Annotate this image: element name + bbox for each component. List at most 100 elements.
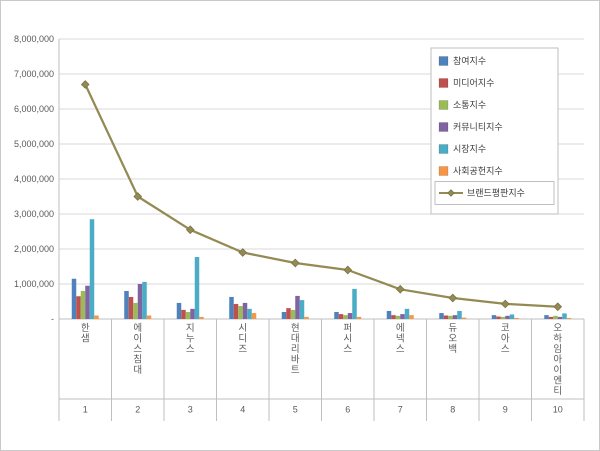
bar-소통지수-퍼시스 <box>343 315 348 319</box>
bar-사회공헌지수-에이스침대 <box>146 315 152 319</box>
category-label-char: 리 <box>291 344 300 355</box>
bar-사회공헌지수-오하임아이엔티 <box>566 317 572 319</box>
legend-diamond-marker-icon <box>447 189 455 197</box>
legend-box <box>430 47 559 215</box>
category-label-char: 이 <box>553 365 562 376</box>
category-rank-label: 5 <box>293 405 298 415</box>
bar-소통지수-한샘 <box>80 291 86 319</box>
bar-시장지수-지누스 <box>194 257 200 319</box>
category-label-char: 트 <box>291 365 300 376</box>
line-marker-지누스 <box>185 225 195 235</box>
category-rank-label: 4 <box>240 405 245 415</box>
category-label-char: 넥 <box>396 334 405 345</box>
line-marker-듀오백 <box>448 293 458 303</box>
bar-시장지수-코아스 <box>509 314 515 319</box>
bar-소통지수-지누스 <box>185 312 191 319</box>
category-rank-label: 7 <box>398 405 403 415</box>
legend-item-label: 미디어지수 <box>453 78 494 88</box>
category-label-char: 이 <box>133 334 142 345</box>
legend-swatch-icon <box>438 56 449 66</box>
category-label-char: 대 <box>133 365 142 376</box>
bar-시장지수-시디즈 <box>247 308 252 319</box>
category-label-char: 듀 <box>448 323 457 334</box>
bar-사회공헌지수-퍼시스 <box>356 316 362 319</box>
bar-미디어지수-지누스 <box>181 309 186 319</box>
bar-사회공헌지수-듀오백 <box>461 317 467 319</box>
category-label-char: 오 <box>448 334 457 345</box>
category-label-char: 대 <box>291 334 300 345</box>
bar-미디어지수-현대리바트 <box>286 308 291 319</box>
line-marker-에이스침대 <box>133 192 143 201</box>
category-label-char: 에 <box>396 323 405 334</box>
bar-소통지수-에이스침대 <box>133 302 138 319</box>
legend-item-label: 참여지수 <box>453 55 486 66</box>
category-label-char: 지 <box>186 323 195 334</box>
bar-사회공헌지수-에넥스 <box>409 315 414 319</box>
category-rank-label: 1 <box>83 405 88 415</box>
legend-swatch-icon <box>438 78 449 88</box>
bar-참여지수-시디즈 <box>229 296 234 319</box>
bar-커뮤니티지수-듀오백 <box>452 315 458 319</box>
bar-사회공헌지수-코아스 <box>514 317 519 319</box>
y-tick-label: 8,000,000 <box>14 34 54 44</box>
category-label-char: 아 <box>553 355 562 366</box>
category-label-char: 시 <box>343 334 352 345</box>
category-label-char: 에 <box>133 323 142 334</box>
category-label-char: 현 <box>291 323 300 334</box>
bar-소통지수-시디즈 <box>238 306 243 319</box>
bar-소통지수-현대리바트 <box>290 309 296 319</box>
bar-커뮤니티지수-한샘 <box>85 285 90 319</box>
bar-커뮤니티지수-현대리바트 <box>295 295 300 319</box>
legend-swatch-icon <box>438 144 449 154</box>
bar-참여지수-현대리바트 <box>281 312 287 319</box>
category-label-char: 하 <box>553 333 562 345</box>
category-label-char: 한 <box>81 323 90 334</box>
category-label-char: 스 <box>186 344 195 355</box>
bar-참여지수-오하임아이엔티 <box>544 315 549 319</box>
bar-참여지수-듀오백 <box>439 313 444 319</box>
bar-소통지수-에넥스 <box>395 315 401 319</box>
line-marker-현대리바트 <box>290 258 300 268</box>
bar-소통지수-오하임아이엔티 <box>553 315 558 319</box>
y-tick-label: 4,000,000 <box>14 174 54 184</box>
category-label-char: 시 <box>238 323 247 334</box>
bar-커뮤니티지수-에넥스 <box>400 314 405 319</box>
bar-커뮤니티지수-지누스 <box>190 308 195 319</box>
bar-시장지수-오하임아이엔티 <box>562 313 567 319</box>
line-marker-코아스 <box>500 299 510 309</box>
category-label-char: 침 <box>133 355 142 366</box>
bar-참여지수-한샘 <box>71 278 77 319</box>
bar-사회공헌지수-지누스 <box>199 316 204 319</box>
bar-시장지수-에이스침대 <box>142 281 147 319</box>
line-marker-오하임아이엔티 <box>553 302 563 312</box>
bar-커뮤니티지수-퍼시스 <box>347 313 353 319</box>
bar-참여지수-지누스 <box>176 302 182 319</box>
y-tick-label: 5,000,000 <box>14 139 54 149</box>
bar-미디어지수-한샘 <box>76 296 81 319</box>
bar-미디어지수-오하임아이엔티 <box>548 316 554 319</box>
category-label-char: 엔 <box>553 376 562 387</box>
legend-item-label: 커뮤니티지수 <box>453 122 503 132</box>
category-label-char: 디 <box>238 334 247 345</box>
category-label-char: 즈 <box>238 344 247 355</box>
bar-미디어지수-에넥스 <box>391 315 396 319</box>
legend-swatch-icon <box>438 122 449 132</box>
line-marker-에넥스 <box>395 284 405 294</box>
category-label-char: 누 <box>186 334 195 345</box>
bar-소통지수-코아스 <box>500 316 506 319</box>
bar-미디어지수-시디즈 <box>233 303 239 319</box>
legend-item-label: 사회공헌지수 <box>453 166 503 176</box>
bar-사회공헌지수-현대리바트 <box>304 316 309 319</box>
bar-시장지수-듀오백 <box>457 310 462 319</box>
legend-line-entry-box <box>434 181 555 205</box>
y-axis-labels: - 1,000,000 2,000,000 3,000,000 4,000,000 5,0… <box>14 34 54 324</box>
bar-미디어지수-퍼시스 <box>338 314 344 319</box>
bar-시장지수-에넥스 <box>404 308 410 319</box>
